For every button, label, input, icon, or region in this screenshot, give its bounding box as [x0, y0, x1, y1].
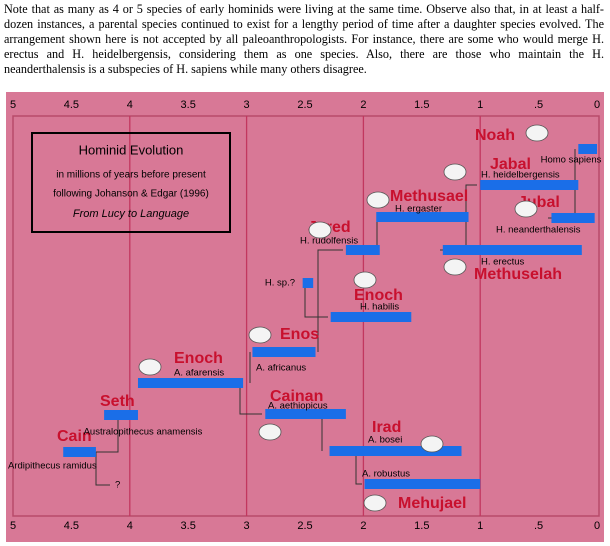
chart-title: Hominid Evolution — [79, 142, 184, 157]
skull-icon — [525, 124, 549, 142]
plot-frame — [12, 115, 600, 517]
skull-icon — [353, 271, 377, 289]
species-label: H. ergaster — [395, 204, 442, 215]
species-label: Australopithecus anamensis — [84, 427, 203, 438]
x-tick-label: 4.5 — [64, 99, 79, 111]
range-bar — [376, 212, 469, 222]
range-bar — [345, 245, 380, 255]
skull-icon — [258, 423, 282, 441]
x-tick-label: .5 — [534, 99, 543, 111]
x-tick-label: 0 — [594, 99, 600, 111]
biblical-label: Enos — [280, 326, 319, 343]
x-tick-label: .5 — [534, 520, 543, 532]
biblical-label: Methusael — [390, 188, 468, 205]
range-bar — [551, 213, 595, 223]
species-label: H. heidelbergensis — [481, 170, 560, 181]
range-bar — [329, 446, 462, 456]
x-tick-label: 3 — [244, 99, 250, 111]
x-tick-label: 2 — [360, 520, 366, 532]
intro-text: Note that as many as 4 or 5 species of e… — [4, 2, 604, 76]
annotation: ? — [115, 480, 120, 491]
range-bar — [364, 479, 481, 489]
x-tick-label: 4.5 — [64, 520, 79, 532]
source-title: From Lucy to Language — [73, 208, 189, 220]
x-tick-label: 1.5 — [414, 99, 429, 111]
range-bar — [442, 245, 582, 255]
axis-label: in millions of years before present — [56, 170, 206, 181]
range-bar — [330, 312, 412, 322]
species-label: Ardipithecus ramidus — [8, 461, 97, 472]
range-bar — [480, 180, 579, 190]
range-bar — [137, 378, 244, 388]
x-tick-label: 0 — [594, 520, 600, 532]
range-bar — [63, 447, 96, 457]
species-label: H. erectus — [481, 257, 525, 268]
species-label: Homo sapiens — [541, 155, 602, 166]
species-label: H. habilis — [360, 302, 399, 313]
x-tick-label: 1 — [477, 99, 483, 111]
biblical-label: Enoch — [354, 287, 403, 304]
range-bar — [252, 347, 316, 357]
skull-icon — [248, 326, 272, 344]
skull-icon — [514, 200, 538, 218]
skull-icon — [366, 191, 390, 209]
x-tick-label: 2 — [360, 99, 366, 111]
x-tick-label: 5 — [10, 99, 16, 111]
x-tick-label: 3.5 — [181, 99, 196, 111]
species-label: A. afarensis — [174, 368, 224, 379]
biblical-label: Methuselah — [474, 266, 562, 283]
species-label: A. bosei — [368, 435, 402, 446]
range-bar — [265, 409, 346, 419]
range-bar — [578, 144, 597, 154]
x-tick-label: 4 — [127, 99, 133, 111]
species-label: H. rudolfensis — [300, 236, 358, 247]
species-label: A. robustus — [362, 469, 410, 480]
x-tick-label: 3 — [244, 520, 250, 532]
species-label: A. africanus — [256, 363, 306, 374]
skull-icon — [443, 258, 467, 276]
x-tick-label: 5 — [10, 520, 16, 532]
range-bar — [104, 410, 138, 420]
x-tick-label: 2.5 — [297, 99, 312, 111]
skull-icon — [363, 494, 387, 512]
range-bar — [302, 278, 314, 288]
x-tick-label: 4 — [127, 520, 133, 532]
species-label: H. neanderthalensis — [496, 225, 581, 236]
species-label: A. aethiopicus — [268, 401, 328, 412]
skull-icon — [138, 358, 162, 376]
species-label: H. sp.? — [265, 278, 295, 289]
biblical-label: Jabal — [490, 156, 531, 173]
biblical-label: Cainan — [270, 388, 323, 405]
biblical-label: Irad — [372, 419, 401, 436]
x-tick-label: 1.5 — [414, 520, 429, 532]
skull-icon — [420, 435, 444, 453]
title-box — [31, 132, 231, 233]
biblical-label: Mehujael — [398, 495, 466, 512]
x-tick-label: 1 — [477, 520, 483, 532]
biblical-label: Noah — [475, 127, 515, 144]
source: following Johanson & Edgar (1996) — [53, 189, 209, 200]
skull-icon — [308, 221, 332, 239]
skull-icon — [443, 163, 467, 181]
biblical-label: Enoch — [174, 350, 223, 367]
x-tick-label: 3.5 — [181, 520, 196, 532]
x-tick-label: 2.5 — [297, 520, 312, 532]
biblical-label: Cain — [57, 428, 92, 445]
biblical-label: Seth — [100, 393, 135, 410]
